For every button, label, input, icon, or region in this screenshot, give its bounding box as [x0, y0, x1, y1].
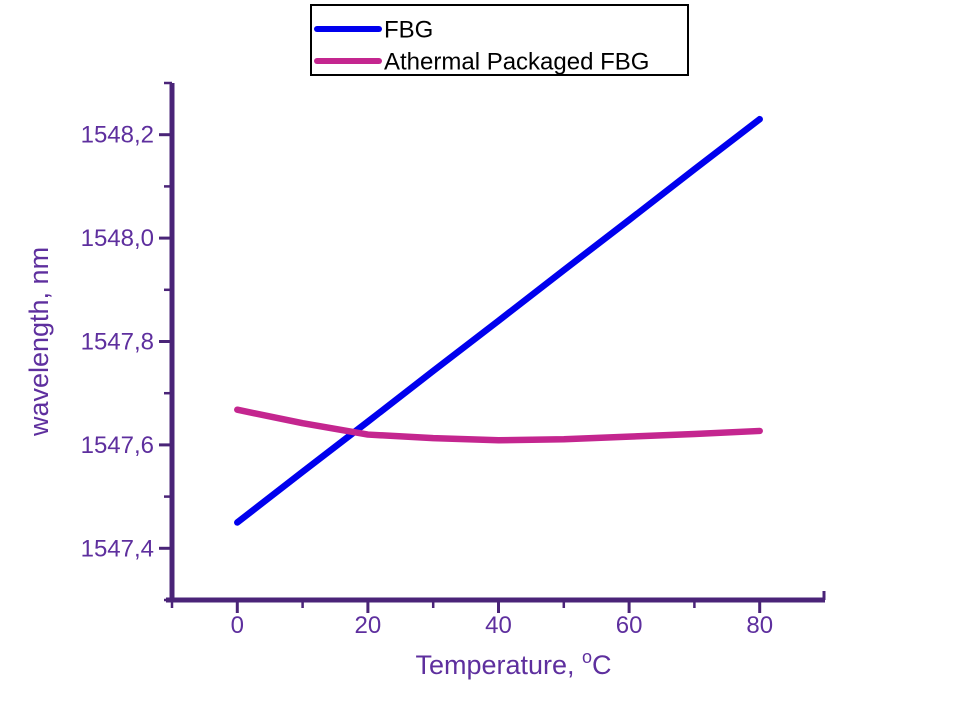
y-tick-label: 1547,4	[81, 535, 154, 562]
legend-label-fbg: FBG	[384, 17, 433, 44]
y-tick-label: 1547,6	[81, 432, 154, 459]
y-axis-title: wavelength, nm	[24, 247, 54, 437]
x-tick-label: 40	[485, 612, 512, 639]
fbg-line	[234, 115, 763, 526]
x-axis-title: Temperature, oC	[415, 647, 611, 680]
y-tick-label: 1548,2	[81, 122, 154, 149]
x-tick-label: 80	[746, 612, 773, 639]
x-tick-label: 20	[355, 612, 382, 639]
legend-label-athermal-packaged-fbg: Athermal Packaged FBG	[384, 49, 649, 76]
athermal-packaged-fbg-line	[234, 406, 763, 444]
y-tick-label: 1547,8	[81, 329, 154, 356]
x-tick-label: 60	[616, 612, 643, 639]
x-tick-label: 0	[231, 612, 244, 639]
y-tick-label: 1548,0	[81, 225, 154, 252]
